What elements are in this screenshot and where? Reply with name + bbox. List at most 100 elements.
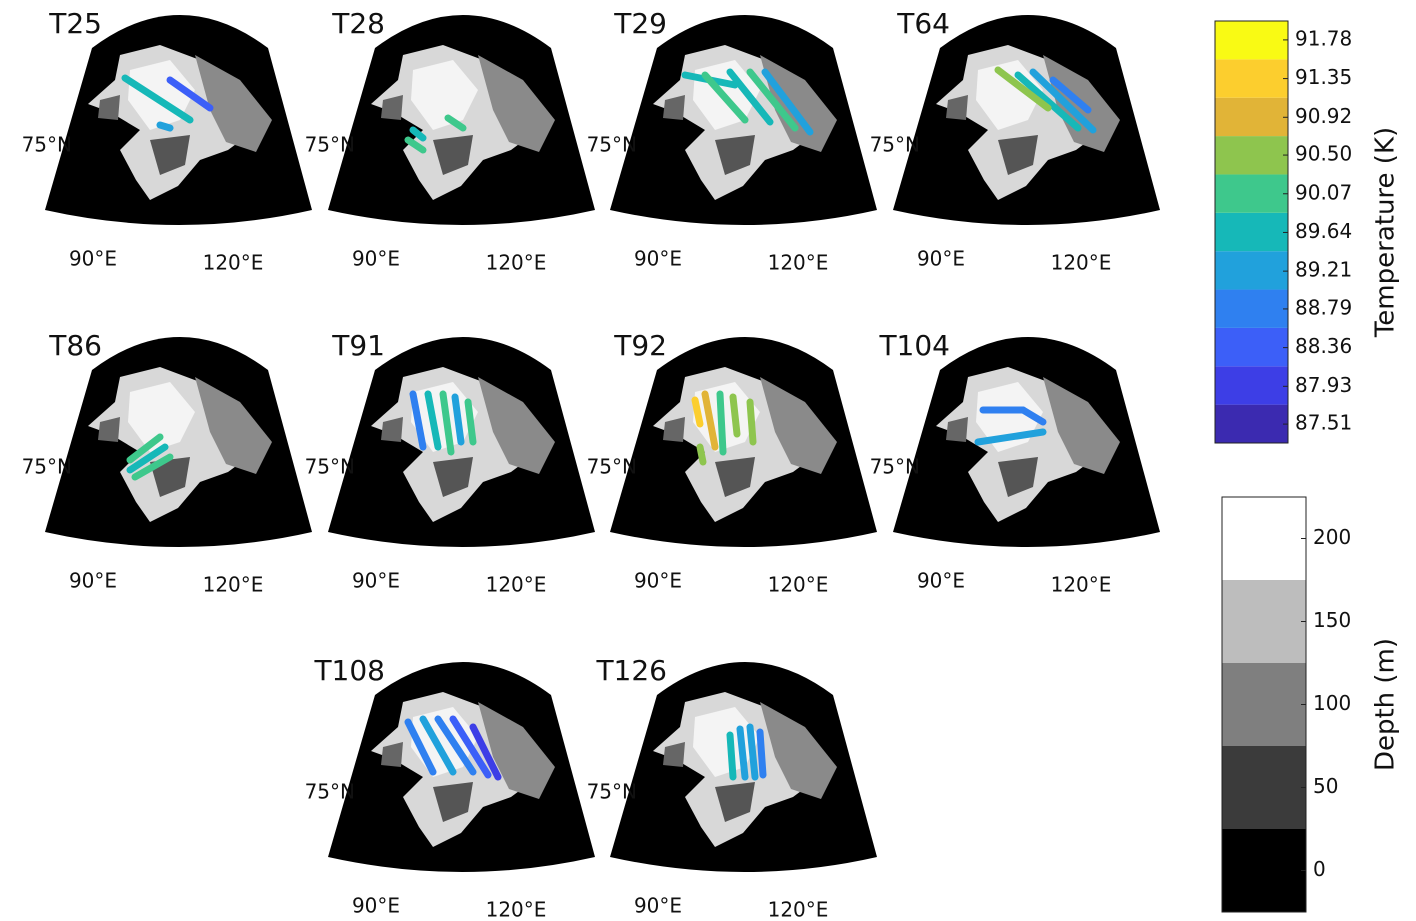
flyby-track	[404, 718, 437, 776]
colorbar-label: Temperature (K)	[1371, 127, 1401, 338]
lon-label: 120°E	[486, 898, 547, 921]
panel-title: T64	[896, 7, 950, 40]
flyby-track	[726, 68, 774, 126]
flyby-track	[761, 68, 814, 136]
colorbar-tick-label: 87.51	[1295, 411, 1352, 435]
panel-title: T28	[331, 7, 385, 40]
lon-label: 90°E	[634, 247, 682, 271]
flyby-track	[409, 126, 427, 142]
flyby-track	[974, 428, 1047, 446]
flyby-track	[736, 725, 749, 781]
colorbar-tick-label: 87.93	[1295, 373, 1352, 397]
lat-label: 75°N	[305, 780, 355, 804]
flyby-track	[419, 715, 457, 776]
basemap	[610, 337, 877, 547]
lon-label: 120°E	[768, 251, 829, 275]
lat-label: 75°N	[587, 780, 637, 804]
panel-title: T126	[595, 654, 667, 687]
flyby-track	[756, 728, 767, 779]
flyby-track	[746, 723, 759, 781]
flyby-track	[726, 731, 737, 781]
lon-label: 90°E	[634, 894, 682, 918]
map-panel: T25 75°N 90°E 120°E	[22, 7, 312, 275]
flyby-track	[424, 390, 442, 451]
lon-label: 90°E	[917, 247, 965, 271]
colorbar-band	[1215, 59, 1288, 98]
colorbar-tick-label: 89.21	[1295, 258, 1352, 282]
flyby-track	[701, 390, 719, 451]
colorbar-band	[1215, 174, 1288, 213]
lon-label: 120°E	[768, 573, 829, 597]
flyby-track	[404, 136, 427, 154]
panel-title: T108	[313, 654, 385, 687]
colorbar-tick-label: 90.50	[1295, 142, 1352, 166]
flyby-track	[449, 715, 492, 779]
colorbar-tick-label: 90.92	[1295, 104, 1352, 128]
map-panel: T104 75°N 90°E 120°E	[870, 329, 1160, 597]
colorbar-band	[1215, 327, 1288, 367]
map-panel: T92 75°N 90°E 120°E	[587, 329, 877, 597]
panel-title: T29	[613, 7, 667, 40]
lon-label: 90°E	[634, 569, 682, 593]
basemap	[328, 662, 595, 872]
map-panel: T64 75°N 90°E 120°E	[870, 7, 1160, 275]
lat-label: 75°N	[22, 455, 72, 479]
flyby-track	[469, 723, 502, 781]
panel-title: T92	[613, 329, 667, 362]
colorbar-band	[1215, 212, 1288, 252]
lon-label: 120°E	[203, 251, 264, 275]
colorbar-band	[1222, 746, 1306, 829]
lon-label: 90°E	[69, 569, 117, 593]
basemap	[893, 337, 1160, 547]
lon-label: 90°E	[69, 247, 117, 271]
flyby-track	[1029, 68, 1097, 134]
colorbar-band	[1215, 366, 1288, 405]
flyby-track	[994, 66, 1052, 112]
colorbar-tick-label: 0	[1313, 857, 1326, 881]
basemap	[893, 15, 1160, 225]
flyby-track	[691, 396, 704, 428]
colorbar-band	[1215, 404, 1288, 443]
lat-label: 75°N	[305, 133, 355, 157]
colorbar-band	[1215, 136, 1288, 175]
flyby-track	[464, 398, 477, 446]
map-panel: T29 75°N 90°E 120°E	[587, 7, 877, 275]
flyby-track	[716, 390, 727, 456]
colorbar-tick-label: 100	[1313, 691, 1351, 715]
colorbar-tick-label: 88.79	[1295, 295, 1352, 319]
lon-label: 120°E	[486, 251, 547, 275]
flyby-track	[696, 443, 707, 466]
flyby-track	[1049, 76, 1092, 114]
flyby-track	[439, 390, 455, 456]
map-panel: T86 75°N 90°E 120°E	[22, 329, 312, 597]
flyby-track	[166, 76, 214, 112]
colorbar-band	[1222, 829, 1306, 912]
colorbar-band	[1215, 97, 1288, 137]
flyby-track	[121, 74, 194, 124]
colorbar-tick-label: 91.78	[1295, 26, 1352, 50]
flyby-track	[126, 433, 164, 464]
lat-label: 75°N	[587, 455, 637, 479]
map-panel: T28 75°N 90°E 120°E	[305, 7, 595, 275]
basemap	[45, 15, 312, 225]
colorbar-band	[1222, 663, 1306, 746]
flyby-track	[1014, 71, 1082, 132]
lon-label: 90°E	[352, 247, 400, 271]
panel-title: T25	[48, 7, 102, 40]
lon-label: 90°E	[917, 569, 965, 593]
colorbars: 87.51 87.93 88.36 88.79 89.21 89.64 90.07 90.50…	[1214, 20, 1401, 913]
colorbar-tick-label: 200	[1313, 525, 1351, 549]
panel-title: T104	[878, 329, 950, 362]
colorbar-tick-label: 90.07	[1295, 180, 1352, 204]
colorbar-band	[1215, 251, 1288, 290]
colorbar-tick-label: 89.64	[1295, 219, 1352, 243]
map-panel: T126 75°N 90°E 120°E	[587, 654, 877, 921]
flyby-track	[444, 114, 467, 132]
basemap	[328, 15, 595, 225]
map-panel: T108 75°N 90°E 120°E	[305, 654, 595, 921]
colorbar-tick-label: 50	[1313, 774, 1338, 798]
colorbar-tick-label: 91.35	[1295, 65, 1352, 89]
flyby-track	[409, 390, 427, 451]
colorbar-band	[1215, 289, 1288, 328]
